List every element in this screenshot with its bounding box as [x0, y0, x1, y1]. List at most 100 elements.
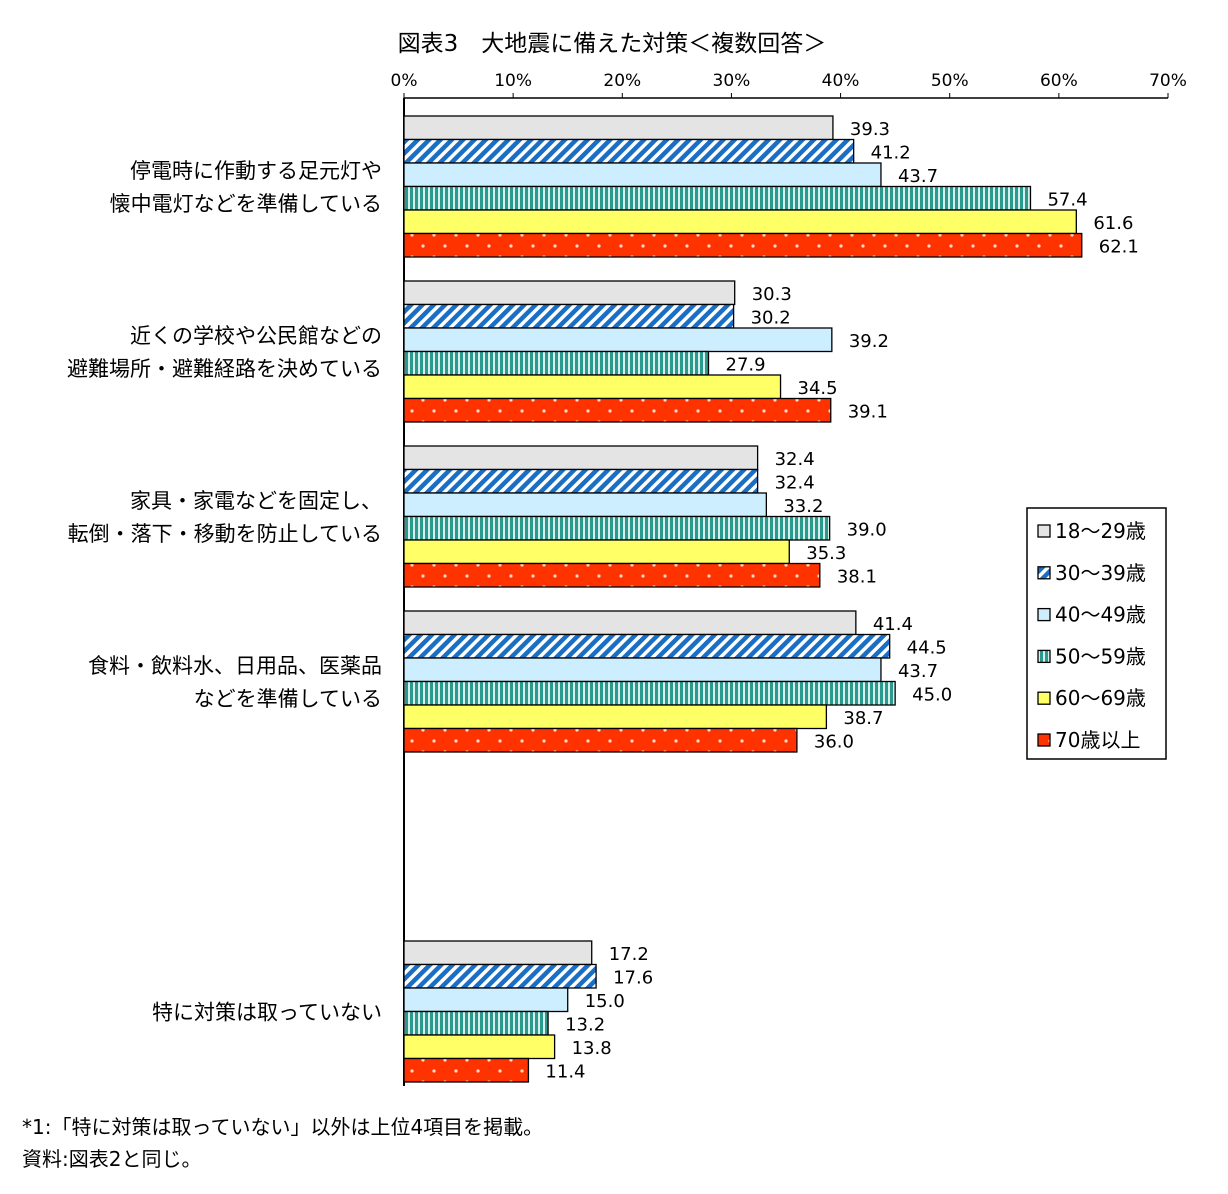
data-label: 43.7: [898, 166, 938, 187]
data-label: 39.2: [849, 331, 889, 352]
data-label: 13.2: [565, 1014, 605, 1035]
data-label: 61.6: [1093, 213, 1133, 234]
data-label: 34.5: [798, 378, 838, 399]
legend-swatch: [1037, 649, 1051, 664]
data-label: 33.2: [783, 496, 823, 517]
bar-group: 41.444.5 43.745.0 38.736.0: [403, 610, 952, 753]
category-label: 特に対策は取っていない: [152, 1001, 382, 1025]
legend-item: 18～29歳: [1037, 519, 1146, 543]
data-label: 39.3: [850, 119, 890, 140]
legend-item: 60～69歳: [1037, 686, 1146, 710]
data-label: 57.4: [1047, 189, 1087, 210]
bar: [403, 232, 1083, 258]
legend-label: 40～49歳: [1055, 603, 1146, 627]
legend-item: 40～49歳: [1037, 603, 1146, 627]
data-label: 11.4: [545, 1061, 585, 1082]
legend-item: 70歳以上: [1037, 728, 1140, 752]
data-label: 15.0: [585, 991, 625, 1012]
bar: [403, 704, 828, 730]
category-label: などを準備している: [194, 687, 382, 711]
bar: [403, 680, 896, 706]
legend-label: 30～39歳: [1055, 561, 1146, 585]
legend-label: 18～29歳: [1055, 519, 1146, 543]
bar: [403, 727, 798, 753]
bar: [403, 327, 833, 353]
bar: [403, 162, 882, 188]
bar: [403, 115, 834, 141]
x-tick-label: 70%: [1149, 71, 1187, 91]
data-label: 62.1: [1099, 236, 1139, 257]
bar: [403, 1057, 530, 1083]
bar: [403, 280, 736, 306]
legend-swatch: [1037, 691, 1051, 705]
x-tick-label: 0%: [391, 71, 418, 91]
category-label: 家具・家電などを固定し、: [130, 489, 382, 513]
legend-swatch: [1037, 607, 1051, 622]
data-label: 44.5: [907, 637, 947, 658]
legend-box: [1026, 507, 1167, 760]
bar: [403, 350, 710, 376]
data-label: 30.2: [751, 307, 791, 328]
data-label: 41.2: [871, 142, 911, 163]
bar-group: 17.217.6 15.013.2 13.811.4: [403, 940, 653, 1083]
legend: 18～29歳 30～39歳 40～49歳 50～59歳 60～69歳 70歳以上: [1026, 507, 1167, 760]
category-label: 転倒・落下・移動を防止している: [68, 522, 382, 546]
chart-title: 図表3 大地震に備えた対策＜複数回答＞: [398, 31, 827, 57]
data-label: 13.8: [572, 1038, 612, 1059]
bar: [403, 303, 735, 329]
bar: [403, 657, 882, 683]
bar: [403, 138, 855, 164]
bar: [403, 397, 832, 423]
data-label: 32.4: [775, 472, 815, 493]
bar: [403, 963, 597, 989]
x-tick-label: 20%: [603, 71, 641, 91]
x-tick-label: 60%: [1040, 71, 1078, 91]
x-tick-label: 50%: [931, 71, 969, 91]
x-tick-label: 30%: [713, 71, 751, 91]
x-tick-label: 40%: [822, 71, 860, 91]
bar: [403, 515, 831, 541]
data-label: 43.7: [898, 661, 938, 682]
bar: [403, 562, 821, 588]
data-label: 38.7: [843, 708, 883, 729]
data-label: 39.0: [847, 519, 887, 540]
bar: [403, 1034, 556, 1060]
x-tick-label: 10%: [494, 71, 532, 91]
bar: [403, 1010, 549, 1036]
category-label: 近くの学校や公民館などの: [130, 324, 382, 348]
bar: [403, 987, 569, 1013]
data-label: 38.1: [837, 566, 877, 587]
data-label: 45.0: [912, 684, 952, 705]
data-label: 17.6: [613, 967, 653, 988]
legend-item: 50～59歳: [1037, 644, 1146, 668]
data-label: 17.2: [609, 944, 649, 965]
legend-swatch: [1037, 566, 1051, 580]
category-label: 避難場所・避難経路を決めている: [67, 357, 382, 381]
data-label: 36.0: [814, 731, 854, 752]
bar: [403, 209, 1077, 235]
bar: [403, 633, 891, 659]
bar-group: 39.341.2 43.7 57.4 61.662.1: [403, 115, 1139, 258]
legend-label: 60～69歳: [1055, 686, 1146, 710]
bar: [403, 610, 857, 636]
footnote: *1:「特に対策は取っていない」以外は上位4項目を掲載。: [22, 1115, 543, 1139]
bar: [403, 492, 768, 518]
legend-item: 30～39歳: [1037, 561, 1146, 585]
data-label: 30.3: [752, 284, 792, 305]
bar: [403, 185, 1032, 211]
legend-swatch: [1037, 733, 1051, 747]
bar: [403, 539, 790, 565]
legend-label: 50～59歳: [1055, 644, 1146, 668]
bar: [403, 940, 593, 966]
data-label: 27.9: [726, 354, 766, 375]
bar-group: 32.432.4 33.2 39.035.338.1: [403, 445, 887, 588]
bar: [403, 468, 759, 494]
data-label: 32.4: [775, 449, 815, 470]
bar: [403, 445, 759, 471]
legend-swatch: [1037, 524, 1051, 538]
legend-label: 70歳以上: [1055, 728, 1140, 752]
category-label: 食料・飲料水、日用品、医薬品: [88, 654, 382, 678]
category-label: 懐中電灯などを準備している: [110, 192, 382, 216]
bar-group: 30.330.2 39.2 27.9 34.5 39.1: [403, 280, 889, 423]
